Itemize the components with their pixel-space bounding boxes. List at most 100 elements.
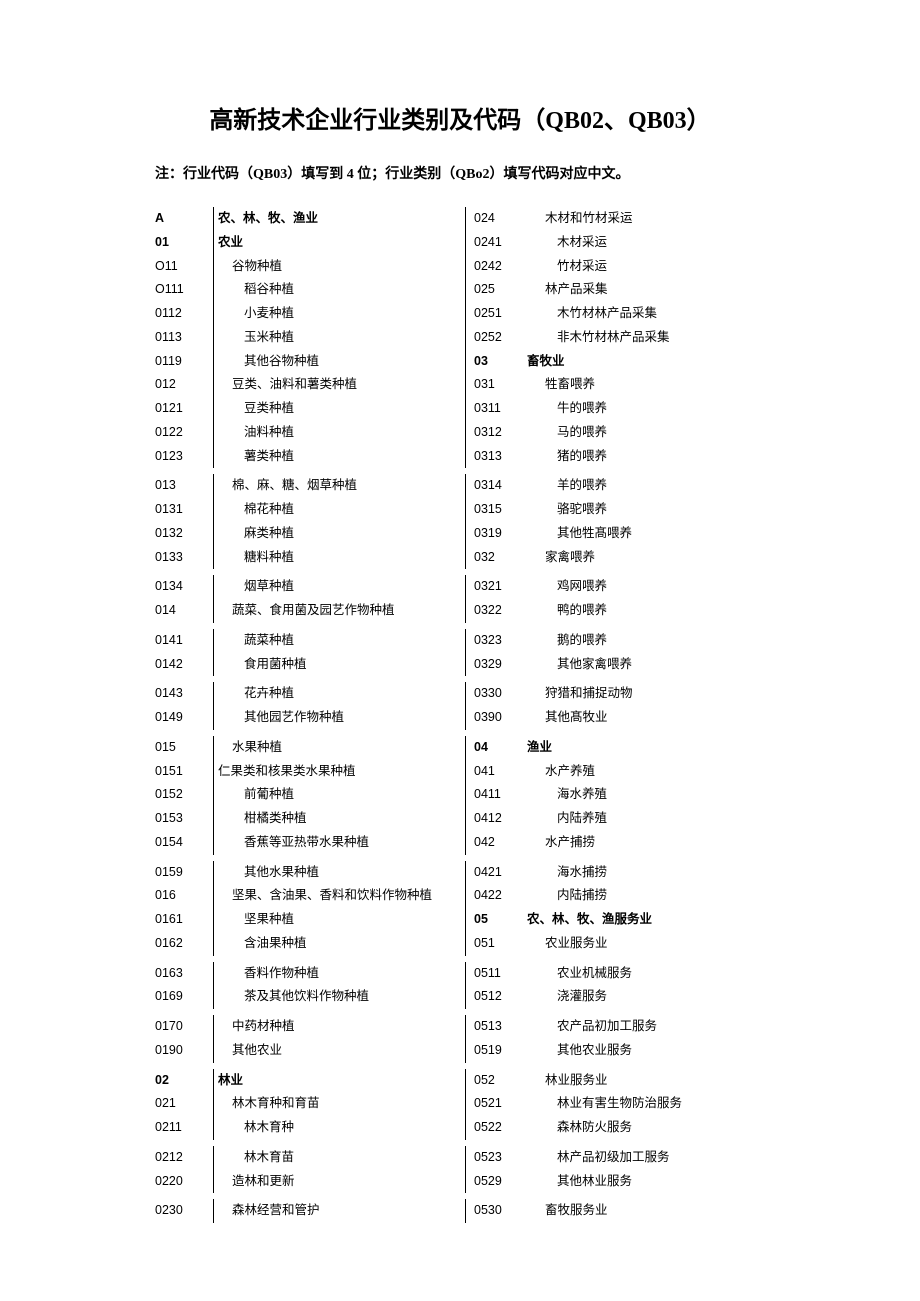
table-row: 0421海水捕捞 xyxy=(465,861,765,885)
industry-code: 0151 xyxy=(155,760,213,784)
industry-code: 0322 xyxy=(465,599,527,623)
industry-label: 畜牧业 xyxy=(527,350,765,374)
table-row: 0169茶及其他饮料作物种植 xyxy=(155,985,455,1009)
table-row: 0119其他谷物种植 xyxy=(155,350,455,374)
industry-code: 0242 xyxy=(465,255,527,279)
industry-code: 0511 xyxy=(465,962,527,986)
industry-code: 0313 xyxy=(465,445,527,469)
industry-code: 0521 xyxy=(465,1092,527,1116)
table-row: 0251木竹材林产品采集 xyxy=(465,302,765,326)
industry-label: 骆驼喂养 xyxy=(527,498,765,522)
table-row: 0242竹材采运 xyxy=(465,255,765,279)
industry-label: 羊的喂养 xyxy=(527,474,765,498)
industry-label: 其他水果种植 xyxy=(213,861,455,885)
table-row: 0412内陆养殖 xyxy=(465,807,765,831)
table-row: 0133糖料种植 xyxy=(155,546,455,570)
industry-code: 0132 xyxy=(155,522,213,546)
industry-code: 0523 xyxy=(465,1146,527,1170)
industry-code: 0519 xyxy=(465,1039,527,1063)
industry-label: 麻类种植 xyxy=(213,522,455,546)
industry-label: 油料种植 xyxy=(213,421,455,445)
industry-label: 造林和更新 xyxy=(213,1170,455,1194)
table-row: 0314羊的喂养 xyxy=(465,474,765,498)
table-row: 0522森林防火服务 xyxy=(465,1116,765,1140)
industry-code: 0319 xyxy=(465,522,527,546)
industry-label: 内陆养殖 xyxy=(527,807,765,831)
industry-code: 012 xyxy=(155,373,213,397)
table-row: 012豆类、油料和薯类种植 xyxy=(155,373,455,397)
industry-label: 稻谷种植 xyxy=(213,278,455,302)
industry-label: 花卉种植 xyxy=(213,682,455,706)
industry-code: 0162 xyxy=(155,932,213,956)
table-row: 0319其他牲髙喂养 xyxy=(465,522,765,546)
industry-label: 海水养殖 xyxy=(527,783,765,807)
industry-code: 0133 xyxy=(155,546,213,570)
industry-label: 含油果种植 xyxy=(213,932,455,956)
table-row: 0161坚果种植 xyxy=(155,908,455,932)
table-row: 02林业 xyxy=(155,1069,455,1093)
industry-label: 鸡网喂养 xyxy=(527,575,765,599)
table-row: 0512浇灌服务 xyxy=(465,985,765,1009)
table-row: 0142食用菌种植 xyxy=(155,653,455,677)
industry-label: 豆类种植 xyxy=(213,397,455,421)
industry-label: 牲畜喂养 xyxy=(527,373,765,397)
industry-label: 棉花种植 xyxy=(213,498,455,522)
industry-code: 0421 xyxy=(465,861,527,885)
industry-label: 森林防火服务 xyxy=(527,1116,765,1140)
table-row: 05农、林、牧、渔服务业 xyxy=(465,908,765,932)
industry-label: 农业 xyxy=(213,231,455,255)
industry-label: 其他牲髙喂养 xyxy=(527,522,765,546)
industry-label: 林木育种 xyxy=(213,1116,455,1140)
industry-label: 木材和竹材采运 xyxy=(527,207,765,231)
industry-code: 0142 xyxy=(155,653,213,677)
table-row: 0321鸡网喂养 xyxy=(465,575,765,599)
industry-label: 农产品初加工服务 xyxy=(527,1015,765,1039)
table-row: 025林产品采集 xyxy=(465,278,765,302)
industry-label: 马的喂养 xyxy=(527,421,765,445)
table-row: 0530畜牧服务业 xyxy=(465,1199,765,1223)
left-column: A农、林、牧、渔业01农业O11谷物种植O111稻谷种植0112小麦种植0113… xyxy=(155,207,465,1223)
page-title: 高新技术企业行业类别及代码（QB02、QB03） xyxy=(155,100,765,135)
industry-code: 013 xyxy=(155,474,213,498)
table-row: 0121豆类种植 xyxy=(155,397,455,421)
industry-code: 024 xyxy=(465,207,527,231)
table-row: 0241木材采运 xyxy=(465,231,765,255)
table-row: 0190其他农业 xyxy=(155,1039,455,1063)
industry-code: 0312 xyxy=(465,421,527,445)
industry-label: 林产品采集 xyxy=(527,278,765,302)
industry-label: 农、林、牧、渔服务业 xyxy=(527,908,765,932)
industry-code: 0422 xyxy=(465,884,527,908)
industry-code: 03 xyxy=(465,350,527,374)
industry-label: 玉米种植 xyxy=(213,326,455,350)
table-row: 0523林产品初级加工服务 xyxy=(465,1146,765,1170)
table-row: 0322鸭的喂养 xyxy=(465,599,765,623)
table-row: 0153柑橘类种植 xyxy=(155,807,455,831)
table-row: 0112小麦种植 xyxy=(155,302,455,326)
industry-label: 坚果种植 xyxy=(213,908,455,932)
table-row: 0123薯类种植 xyxy=(155,445,455,469)
table-row: 0529其他林业服务 xyxy=(465,1170,765,1194)
table-row: 0122油料种植 xyxy=(155,421,455,445)
industry-code: 0112 xyxy=(155,302,213,326)
industry-code: O111 xyxy=(155,278,213,302)
industry-code: 0241 xyxy=(465,231,527,255)
table-row: 0230森林经营和管护 xyxy=(155,1199,455,1223)
industry-label: 家禽喂养 xyxy=(527,546,765,570)
industry-code: 051 xyxy=(465,932,527,956)
industry-label: 前葡种植 xyxy=(213,783,455,807)
table-row: 0411海水养殖 xyxy=(465,783,765,807)
industry-label: 林木育种和育苗 xyxy=(213,1092,455,1116)
industry-code: 0113 xyxy=(155,326,213,350)
industry-code: 0122 xyxy=(155,421,213,445)
table-row: 0152前葡种植 xyxy=(155,783,455,807)
table-row: 0170中药材种植 xyxy=(155,1015,455,1039)
industry-code: 0252 xyxy=(465,326,527,350)
table-row: 0151仁果类和核果类水果种植 xyxy=(155,760,455,784)
right-column: 024木材和竹材采运0241木材采运0242竹材采运025林产品采集0251木竹… xyxy=(465,207,765,1223)
table-row: 0521林业有害生物防治服务 xyxy=(465,1092,765,1116)
industry-code: 0131 xyxy=(155,498,213,522)
table-row: 014蔬菜、食用菌及园艺作物种植 xyxy=(155,599,455,623)
industry-code: 052 xyxy=(465,1069,527,1093)
industry-code: 0149 xyxy=(155,706,213,730)
industry-label: 豆类、油料和薯类种植 xyxy=(213,373,455,397)
